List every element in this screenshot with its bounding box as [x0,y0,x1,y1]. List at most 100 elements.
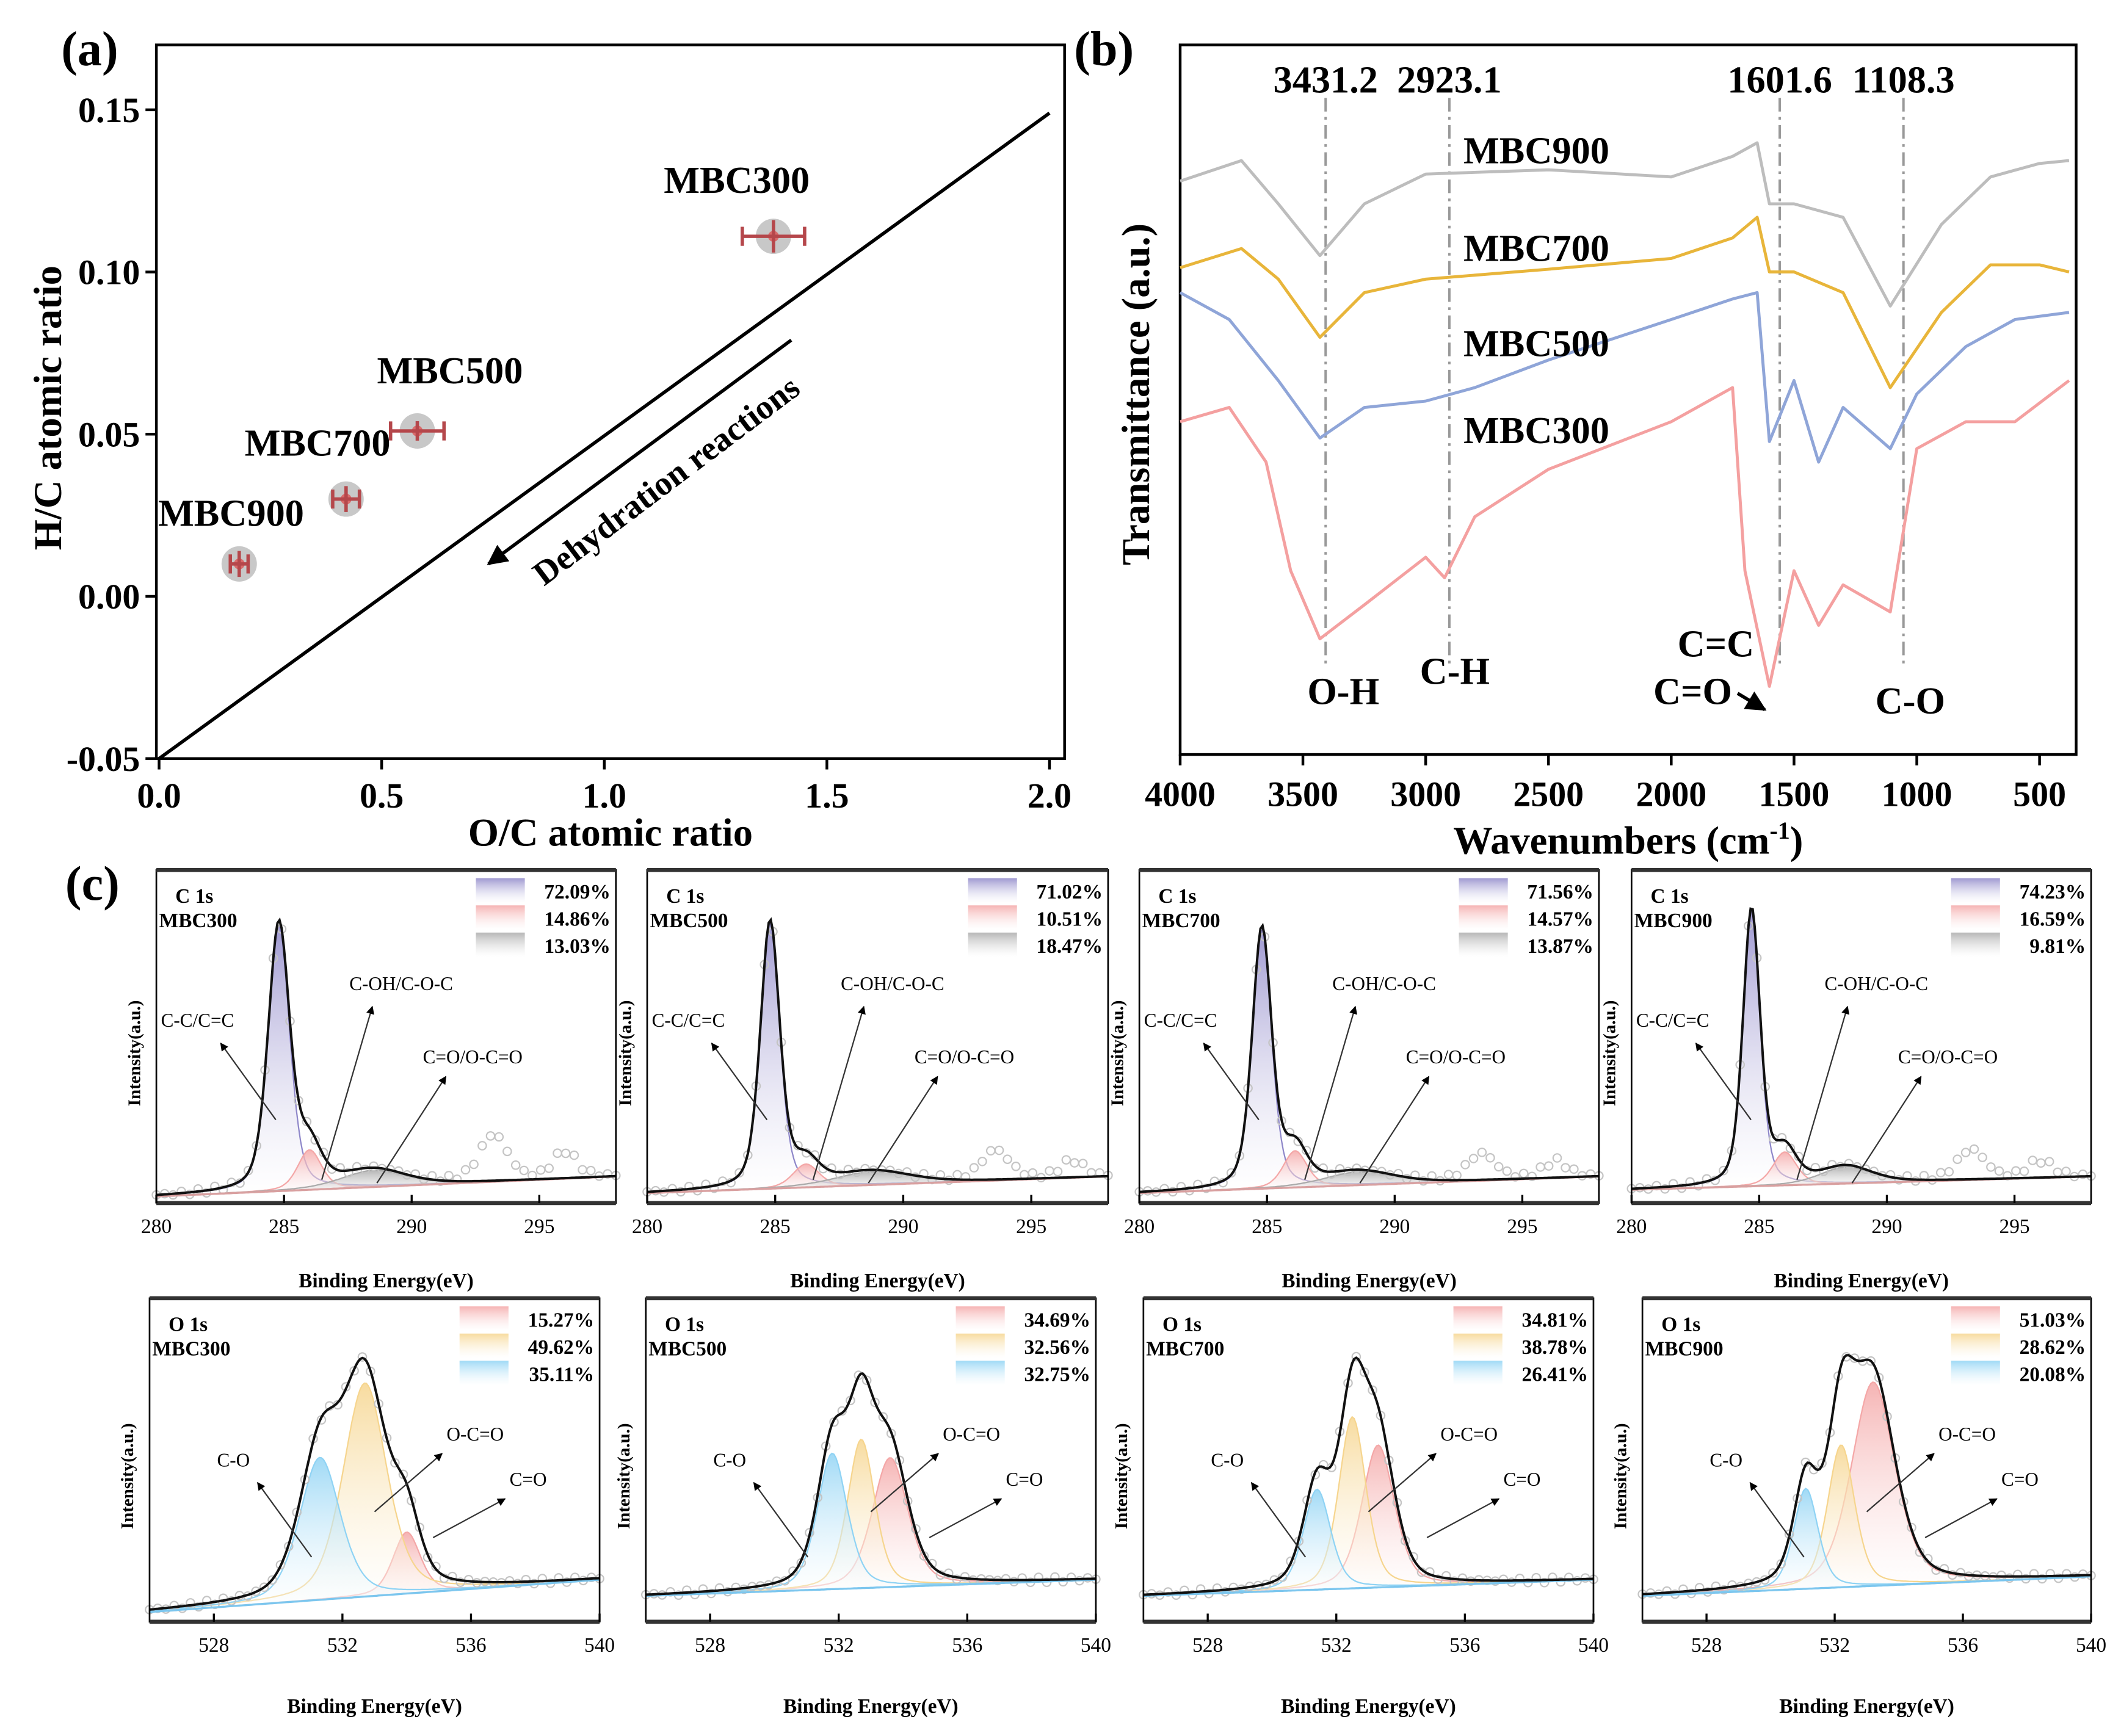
component-label: C-O [713,1449,746,1470]
y-axis-title: Intensity(a.u.) [118,1423,137,1530]
annotation-arrow [929,1498,1002,1539]
component-label: C=O [1504,1469,1541,1490]
fitted-envelope [156,917,616,1196]
x-tick-label: 536 [455,1634,486,1657]
raw-data-point [1535,1162,1545,1172]
x-tick-label: 290 [1871,1215,1902,1238]
legend-percent: 71.56% [1527,881,1593,903]
raw-data-point [1352,1163,1361,1173]
component-label: C-O [1211,1449,1244,1470]
x-tick-label: 280 [1616,1215,1647,1238]
x-tick-label: 290 [1379,1215,1410,1238]
annotation-arrow [711,1042,768,1121]
legend-percent: 20.08% [2020,1364,2086,1386]
component-label: C-O [1709,1449,1742,1470]
xps-panel-c1s-mbc900: 280 285 290 295 Binding Energy(eV) Intensity(… [1600,868,2096,1292]
raw-data-point [843,1165,854,1174]
raw-data-point [835,1170,845,1179]
legend-percent: 10.51% [1037,908,1103,931]
fitted-envelope [645,1372,1096,1596]
raw-data-point [1045,1166,1054,1176]
x-tick-label: 280 [1124,1215,1155,1238]
x-tick-label: 540 [584,1634,615,1657]
raw-data-point [788,1566,798,1576]
raw-data-point [1844,1159,1854,1169]
background-line [645,1579,1096,1597]
legend-swatch [459,1361,509,1386]
legend-percent: 14.86% [544,908,611,931]
panel-label: (b) [1074,23,1134,76]
raw-data-point [1561,1163,1570,1173]
raw-data-point [267,1575,277,1585]
raw-data-point [701,1179,711,1189]
raw-data-point [1327,1169,1336,1179]
raw-data-point [2061,1166,2071,1176]
component-peak [148,1382,601,1613]
x-tick-label: 540 [2076,1634,2106,1657]
raw-data-point [535,1165,546,1175]
y-axis-title: Intensity(a.u.) [1611,1423,1630,1530]
component-label: C=O/O-C=O [1898,1046,1998,1068]
legend-swatch [968,905,1017,930]
annotation-arrow [1250,1481,1307,1558]
annotation-arrow [220,1042,277,1121]
raw-data-point [952,1574,962,1585]
raw-data-point [969,1163,979,1173]
raw-data-point [369,1161,379,1171]
raw-data-point [243,1165,253,1176]
raw-data-point [210,1181,220,1192]
x-tick-label: 540 [1578,1634,1609,1657]
raw-data-point [544,1163,554,1173]
raw-data-point [201,1596,212,1605]
raw-data-point [1518,1168,1529,1179]
y-axis-title: Intensity(a.u.) [1600,1000,1620,1107]
legend-swatch [459,1333,509,1358]
component-label: C-O [217,1449,250,1470]
raw-data-point [1768,1568,1778,1578]
xps-panel-c1s-mbc300: 280 285 290 295 Binding Energy(eV) Intensity(… [125,868,621,1292]
x-tick-label: 532 [1321,1634,1352,1657]
x-tick-label: 528 [1691,1634,1722,1657]
series-label: MBC700 [1463,228,1609,270]
raw-data-point [2036,1158,2046,1168]
x-tick-label: 528 [198,1634,229,1657]
x-tick-label: 295 [1016,1215,1046,1238]
spectrum-title: C 1s [1158,885,1196,908]
raw-data-point [2029,1569,2039,1579]
raw-data-point [357,1352,368,1362]
peak-label: 2923.1 [1397,59,1501,101]
annotation-arrow [1749,1481,1805,1558]
raw-data-point [1777,1133,1787,1143]
sample-label: MBC500 [648,1337,727,1360]
raw-data-point [502,1146,512,1157]
raw-data-point [1201,1183,1211,1193]
panel-b-ftir: (b) 4000 3500 3000 2500 2000 1500 1000 500 Wavenu… [1074,23,2078,863]
x-axis-title: Binding Energy(eV) [299,1270,474,1292]
annotation-arrow [1203,1042,1260,1121]
raw-data-point [455,1577,466,1587]
legend-percent: 71.02% [1037,881,1103,903]
raw-data-point [1477,1148,1487,1157]
raw-data-point [1053,1166,1063,1177]
raw-data-point [861,1375,872,1386]
y-tick-label: 0.00 [78,577,140,617]
bond-label: O-H [1307,671,1379,713]
raw-data-point [1443,1170,1454,1179]
raw-data-point [2044,1157,2054,1166]
x-axis-title: Wavenumbers (cm-1) [1453,817,1803,863]
raw-data-point [1685,1177,1695,1187]
raw-data-point [201,1188,212,1198]
raw-data-point [519,1165,529,1176]
y-axis-title: Transmittance (a.u.) [1114,223,1158,565]
component-label: C=O/O-C=O [915,1046,1014,1068]
raw-data-point [1493,1162,1504,1172]
x-tick-label: 290 [888,1215,918,1238]
legend-swatch [1459,932,1508,957]
raw-data-point [1351,1351,1361,1362]
raw-data-point [1819,1166,1829,1176]
background-line [149,1579,600,1613]
raw-data-point [1969,1144,1979,1154]
component-label: C-OH/C-O-C [349,973,453,994]
annotation-arrow [1368,1453,1437,1513]
point-label: MBC900 [158,493,304,535]
